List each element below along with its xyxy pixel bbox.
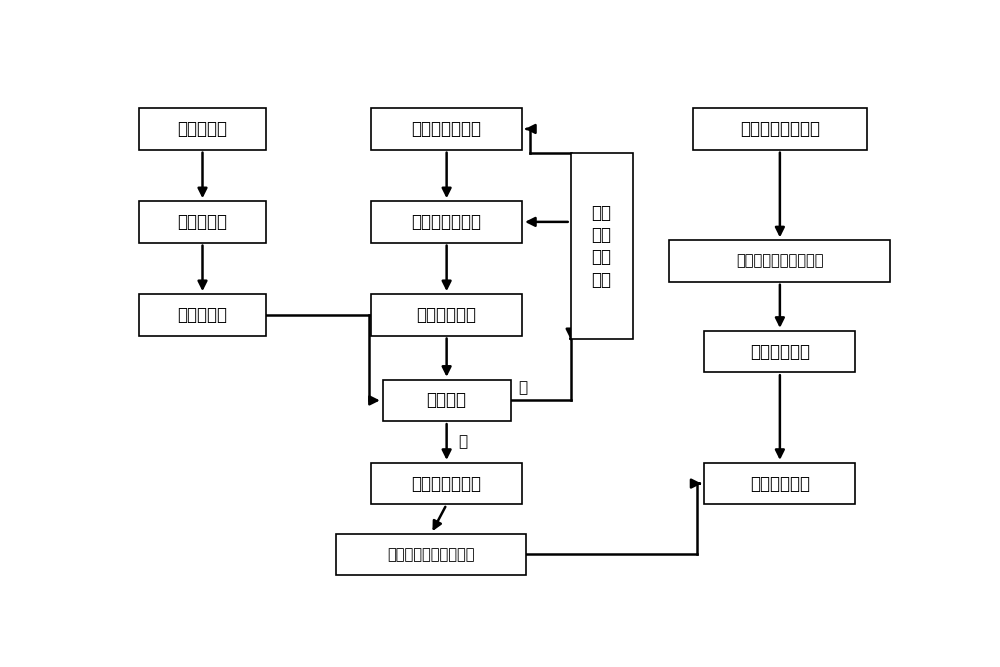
Text: 流场非定常计算: 流场非定常计算 (412, 475, 482, 492)
Text: 结果对比: 结果对比 (427, 392, 467, 410)
FancyBboxPatch shape (383, 380, 511, 422)
Text: 否: 否 (518, 381, 527, 396)
FancyBboxPatch shape (336, 534, 526, 575)
FancyBboxPatch shape (139, 294, 266, 336)
FancyBboxPatch shape (371, 463, 522, 504)
Text: 流场定常计算: 流场定常计算 (417, 306, 477, 323)
Text: 声学网格划分: 声学网格划分 (750, 343, 810, 360)
FancyBboxPatch shape (371, 201, 522, 243)
Text: 多级泵体结构建模: 多级泵体结构建模 (740, 120, 820, 138)
Text: 建立辐射噪声声学模型: 建立辐射噪声声学模型 (736, 253, 824, 269)
FancyBboxPatch shape (371, 108, 522, 150)
FancyBboxPatch shape (139, 108, 266, 150)
FancyBboxPatch shape (704, 331, 855, 372)
Text: 辐射噪声计算: 辐射噪声计算 (750, 475, 810, 492)
Text: 流体域网格划分: 流体域网格划分 (412, 213, 482, 231)
Text: 传感器配置: 传感器配置 (178, 213, 228, 231)
FancyBboxPatch shape (371, 294, 522, 336)
Text: 流场计算域建模: 流场计算域建模 (412, 120, 482, 138)
Text: 导出结构壁面压力信息: 导出结构壁面压力信息 (387, 547, 475, 562)
Text: 搭建实验台: 搭建实验台 (178, 120, 228, 138)
FancyBboxPatch shape (669, 240, 890, 281)
Text: 数值
计算
模型
优化: 数值 计算 模型 优化 (592, 204, 612, 289)
FancyBboxPatch shape (693, 108, 867, 150)
Text: 外特性实验: 外特性实验 (178, 306, 228, 323)
FancyBboxPatch shape (704, 463, 855, 504)
Text: 是: 是 (458, 434, 467, 450)
FancyBboxPatch shape (571, 153, 633, 340)
FancyBboxPatch shape (139, 201, 266, 243)
